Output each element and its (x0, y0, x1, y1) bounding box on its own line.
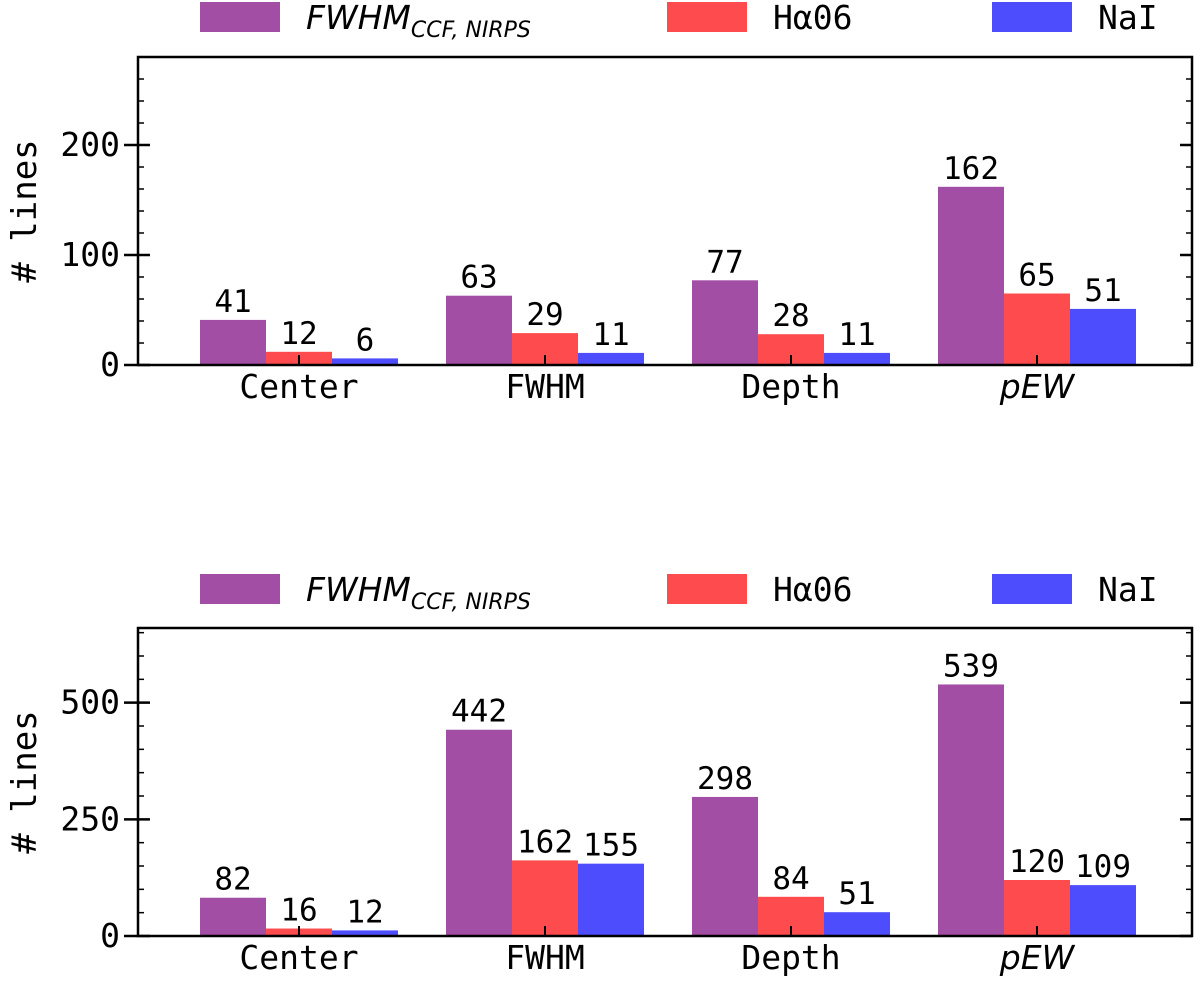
legend-label-main: FWHM (306, 0, 411, 37)
x-tick-label-fwhm: FWHM (505, 938, 584, 977)
bar-depth-2 (824, 352, 890, 365)
bar-value-label: 29 (526, 297, 563, 333)
x-tick-label-pew: pEW (999, 938, 1076, 977)
bar-fwhm-2 (578, 863, 644, 936)
y-tick-label: 100 (60, 235, 120, 274)
x-tick-label-depth: Depth (741, 367, 840, 406)
bar-value-label: 11 (592, 317, 629, 353)
legend-label-1: Hα06 (773, 570, 852, 609)
bar-pew-0 (938, 186, 1004, 365)
bar-value-label: 63 (460, 260, 497, 296)
legend-label-subscript: CCF, NIRPS (411, 18, 531, 43)
y-tick-label: 0 (100, 345, 120, 384)
bar-value-label: 12 (346, 894, 383, 930)
legend-swatch-2 (992, 574, 1072, 604)
legend-label-2: NaI (1098, 570, 1158, 609)
y-tick-label: 500 (60, 683, 120, 722)
x-tick-label-fwhm: FWHM (505, 367, 584, 406)
legend-label-2: NaI (1098, 0, 1158, 37)
bar-value-label: 162 (943, 151, 999, 187)
bar-value-label: 155 (583, 828, 639, 864)
bar-depth-0 (692, 280, 758, 365)
bar-value-label: 51 (838, 876, 875, 912)
y-tick-label: 0 (100, 916, 120, 955)
bar-fwhm-2 (578, 352, 644, 365)
legend-label-1: Hα06 (773, 0, 852, 37)
legend-swatch-2 (992, 2, 1072, 32)
bar-value-label: 41 (214, 284, 251, 320)
bar-value-label: 84 (772, 861, 809, 897)
y-tick-label: 200 (60, 125, 120, 164)
x-tick-label-pew: pEW (999, 367, 1076, 406)
plot-frame (136, 626, 1194, 938)
bar-pew-1 (1004, 293, 1070, 365)
bar-value-label: 120 (1009, 844, 1065, 880)
bar-center-0 (200, 897, 266, 936)
legend-swatch-1 (667, 2, 747, 32)
x-tick-label-center: Center (239, 367, 358, 406)
bar-value-label: 298 (697, 761, 753, 797)
bar-value-label: 16 (280, 893, 317, 929)
bar-depth-2 (824, 912, 890, 936)
y-axis-label: # lines (5, 710, 45, 853)
bar-value-label: 28 (772, 298, 809, 334)
legend-swatch-1 (667, 574, 747, 604)
x-tick-label-depth: Depth (741, 938, 840, 977)
legend-label-subscript: CCF, NIRPS (411, 590, 531, 615)
bar-value-label: 162 (517, 824, 573, 860)
y-tick-label: 250 (60, 799, 120, 838)
x-tick-label-center: Center (239, 938, 358, 977)
bar-center-2 (332, 930, 398, 936)
bar-value-label: 109 (1075, 849, 1131, 885)
bar-value-label: 12 (280, 316, 317, 352)
y-axis-label: # lines (5, 139, 45, 282)
bar-value-label: 65 (1018, 258, 1055, 294)
legend-label-0: FWHMCCF, NIRPS (306, 570, 531, 615)
bar-pew-2 (1070, 885, 1136, 936)
bar-fwhm-1 (512, 860, 578, 936)
bar-value-label: 51 (1084, 273, 1121, 309)
bar-value-label: 77 (706, 244, 743, 280)
bar-fwhm-0 (446, 295, 512, 365)
bar-center-2 (332, 358, 398, 365)
bar-pew-0 (938, 684, 1004, 936)
bar-value-label: 82 (214, 862, 251, 898)
legend-label-main: FWHM (306, 570, 411, 609)
bar-value-label: 6 (356, 322, 375, 358)
bar-value-label: 11 (838, 317, 875, 353)
bar-pew-2 (1070, 308, 1136, 365)
bar-value-label: 539 (943, 648, 999, 684)
legend-swatch-0 (200, 2, 280, 32)
legend-label-0: FWHMCCF, NIRPS (306, 0, 531, 43)
bar-fwhm-0 (446, 729, 512, 936)
bar-center-0 (200, 319, 266, 365)
bar-value-label: 442 (451, 694, 507, 730)
bar-depth-0 (692, 796, 758, 936)
legend-swatch-0 (200, 574, 280, 604)
